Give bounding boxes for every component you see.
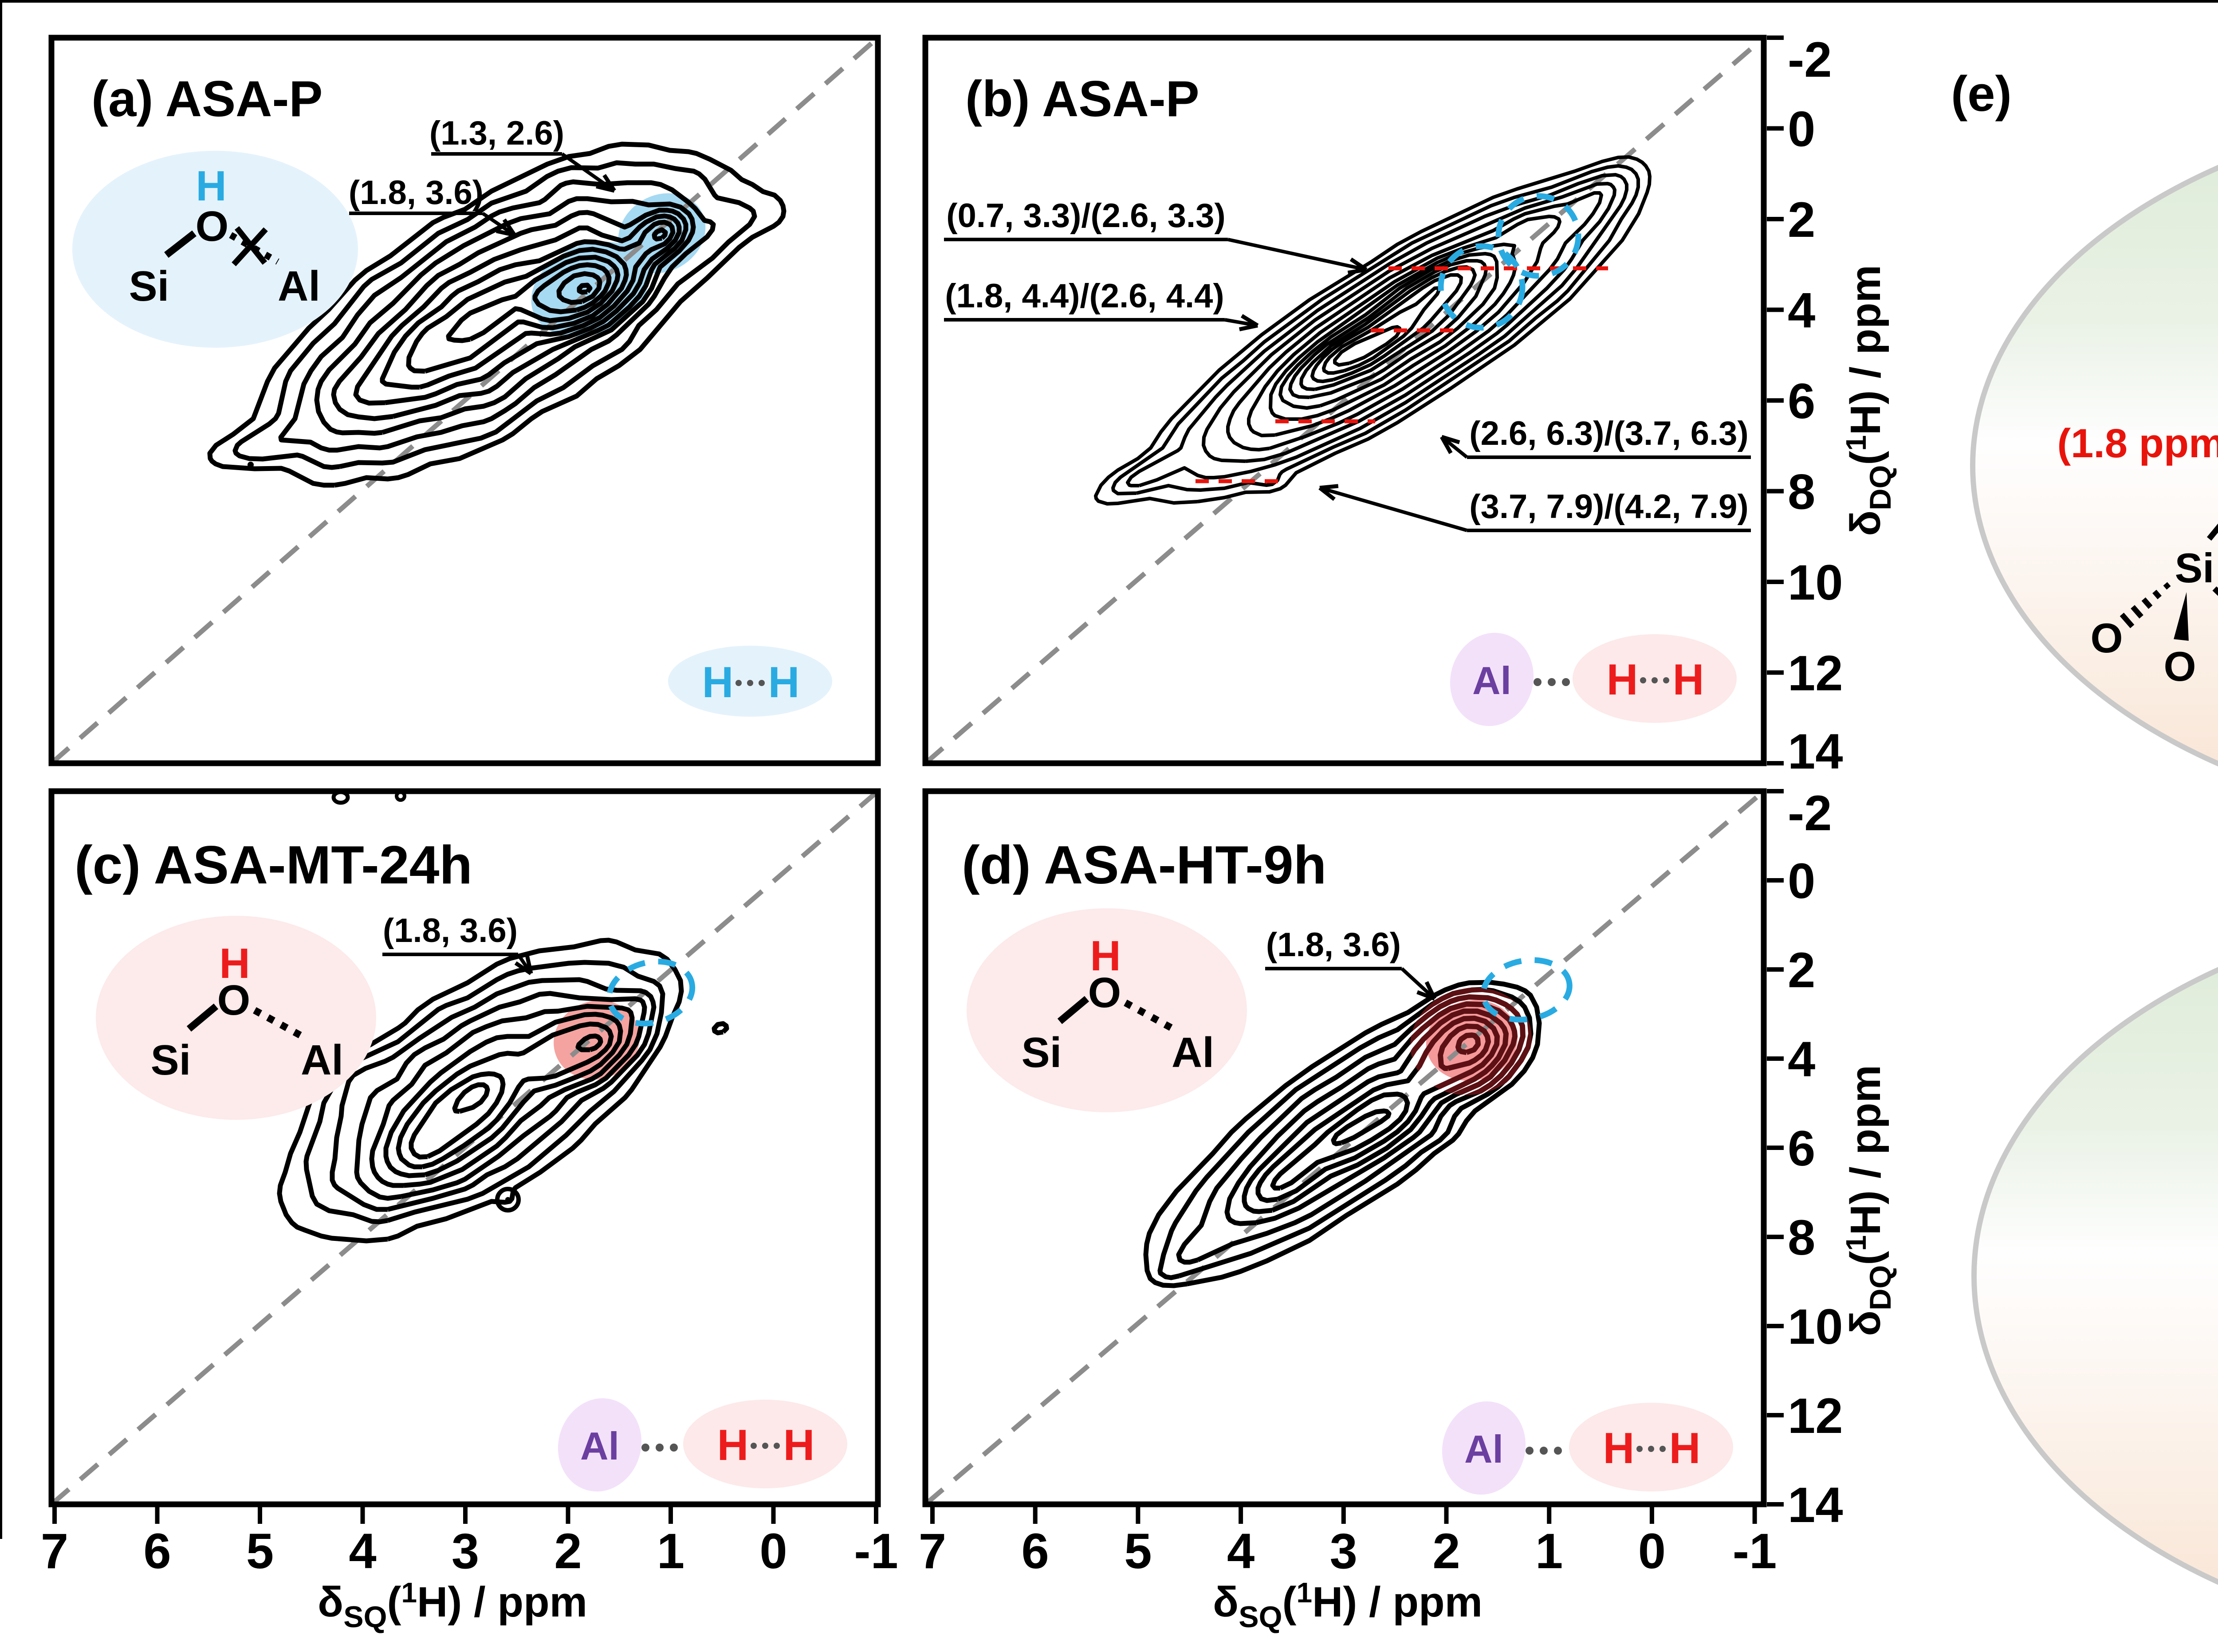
svg-text:1: 1 bbox=[1535, 1523, 1563, 1579]
svg-text:7: 7 bbox=[41, 1523, 68, 1579]
svg-text:(e): (e) bbox=[1951, 66, 2012, 122]
svg-text:H: H bbox=[219, 940, 250, 987]
svg-text:δSQ(1H) / ppm: δSQ(1H) / ppm bbox=[318, 1577, 587, 1634]
svg-text:4: 4 bbox=[1227, 1523, 1255, 1579]
svg-text:H: H bbox=[1669, 1424, 1701, 1472]
svg-text:Al: Al bbox=[580, 1424, 619, 1468]
svg-text:H: H bbox=[717, 1420, 749, 1469]
svg-text:(c) ASA-MT-24h: (c) ASA-MT-24h bbox=[75, 835, 472, 895]
svg-text:7: 7 bbox=[919, 1523, 946, 1579]
svg-text:H: H bbox=[1607, 655, 1638, 704]
svg-text:Al: Al bbox=[1464, 1427, 1503, 1471]
svg-text:-2: -2 bbox=[1788, 785, 1832, 841]
svg-text:(b) ASA-P: (b) ASA-P bbox=[965, 71, 1199, 127]
svg-text:Al: Al bbox=[1172, 1029, 1214, 1076]
svg-text:(1.8, 3.6): (1.8, 3.6) bbox=[349, 174, 484, 212]
svg-text:3: 3 bbox=[1330, 1523, 1357, 1579]
svg-text:8: 8 bbox=[1788, 1210, 1815, 1265]
svg-text:8: 8 bbox=[1788, 464, 1815, 520]
svg-text:4: 4 bbox=[1788, 1032, 1815, 1087]
svg-text:O: O bbox=[196, 203, 229, 250]
svg-text:Si: Si bbox=[151, 1036, 191, 1084]
svg-text:(1.8 ppm): (1.8 ppm) bbox=[2057, 421, 2218, 466]
svg-text:12: 12 bbox=[1788, 1388, 1843, 1444]
svg-text:Al: Al bbox=[278, 263, 320, 310]
svg-text:14: 14 bbox=[1788, 1477, 1843, 1533]
svg-text:2: 2 bbox=[1432, 1523, 1460, 1579]
svg-text:H: H bbox=[196, 162, 226, 210]
svg-text:1: 1 bbox=[657, 1523, 684, 1579]
svg-text:O: O bbox=[1088, 969, 1121, 1016]
svg-text:δSQ(1H) / ppm: δSQ(1H) / ppm bbox=[1213, 1577, 1483, 1634]
svg-text:6: 6 bbox=[1022, 1523, 1049, 1579]
svg-text:6: 6 bbox=[143, 1523, 171, 1579]
svg-text:(d) ASA-HT-9h: (d) ASA-HT-9h bbox=[962, 835, 1326, 895]
svg-text:H: H bbox=[1603, 1424, 1635, 1472]
svg-text:H: H bbox=[768, 658, 800, 706]
svg-text:Si: Si bbox=[1022, 1029, 1062, 1076]
svg-text:14: 14 bbox=[1788, 724, 1843, 779]
svg-text:(a) ASA-P: (a) ASA-P bbox=[91, 71, 322, 127]
svg-text:H: H bbox=[1673, 655, 1704, 704]
svg-text:2: 2 bbox=[1788, 192, 1815, 247]
svg-text:(0.7, 3.3)/(2.6, 3.3): (0.7, 3.3)/(2.6, 3.3) bbox=[946, 197, 1225, 235]
svg-text:(1.8, 3.6): (1.8, 3.6) bbox=[1266, 926, 1401, 964]
svg-text:4: 4 bbox=[349, 1523, 376, 1579]
svg-text:5: 5 bbox=[246, 1523, 274, 1579]
svg-text:(1.8, 3.6): (1.8, 3.6) bbox=[383, 912, 518, 950]
svg-text:O: O bbox=[2090, 615, 2123, 661]
svg-text:Al: Al bbox=[1472, 659, 1511, 702]
svg-text:3: 3 bbox=[452, 1523, 479, 1579]
svg-text:4: 4 bbox=[1788, 283, 1815, 338]
svg-text:10: 10 bbox=[1788, 555, 1843, 610]
svg-text:6: 6 bbox=[1788, 1121, 1815, 1176]
svg-text:(2.6, 6.3)/(3.7, 6.3): (2.6, 6.3)/(3.7, 6.3) bbox=[1469, 415, 1748, 452]
svg-text:10: 10 bbox=[1788, 1299, 1843, 1354]
svg-text:5: 5 bbox=[1124, 1523, 1152, 1579]
svg-text:Al: Al bbox=[301, 1036, 343, 1084]
svg-text:(3.7, 7.9)/(4.2, 7.9): (3.7, 7.9)/(4.2, 7.9) bbox=[1469, 488, 1748, 526]
svg-text:-2: -2 bbox=[1788, 32, 1832, 87]
svg-text:H: H bbox=[783, 1420, 815, 1469]
svg-text:(1.3, 2.6): (1.3, 2.6) bbox=[429, 114, 564, 152]
svg-text:6: 6 bbox=[1788, 373, 1815, 429]
svg-text:0: 0 bbox=[1638, 1523, 1666, 1579]
svg-text:H: H bbox=[1090, 932, 1121, 980]
svg-text:2: 2 bbox=[1788, 942, 1815, 998]
svg-text:0: 0 bbox=[1788, 102, 1815, 157]
svg-text:Si: Si bbox=[2175, 545, 2214, 591]
svg-text:0: 0 bbox=[759, 1523, 787, 1579]
svg-text:-1: -1 bbox=[1733, 1523, 1777, 1579]
svg-text:(1.8, 4.4)/(2.6, 4.4): (1.8, 4.4)/(2.6, 4.4) bbox=[945, 277, 1224, 315]
svg-text:H: H bbox=[702, 658, 734, 706]
svg-text:O: O bbox=[217, 977, 251, 1024]
svg-text:Si: Si bbox=[129, 263, 169, 310]
svg-text:O: O bbox=[2163, 643, 2196, 690]
svg-text:0: 0 bbox=[1788, 853, 1815, 909]
svg-text:-1: -1 bbox=[854, 1523, 898, 1579]
svg-text:δDQ(1H) / ppm: δDQ(1H) / ppm bbox=[1840, 265, 1897, 536]
svg-text:12: 12 bbox=[1788, 646, 1843, 701]
svg-text:2: 2 bbox=[554, 1523, 582, 1579]
